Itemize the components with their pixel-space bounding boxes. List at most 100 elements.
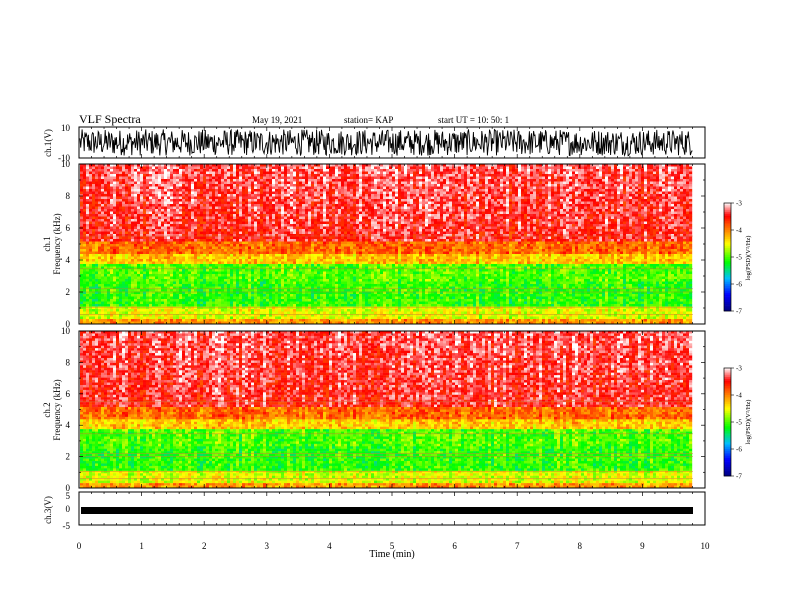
spectrogram-cell	[221, 241, 225, 245]
spectrogram-cell	[134, 214, 138, 217]
spectrogram-cell	[128, 186, 132, 190]
spectrogram-cell	[194, 179, 198, 182]
spectrogram-cell	[263, 261, 267, 265]
spectrogram-cell	[143, 174, 147, 177]
spectrogram-cell	[146, 261, 150, 265]
spectrogram-cell	[158, 166, 162, 170]
spectrogram-cell	[236, 236, 240, 240]
spectrogram-cell	[137, 266, 141, 270]
spectrogram-cell	[278, 294, 282, 297]
spectrogram-cell	[212, 236, 216, 240]
spectrogram-cell	[161, 179, 165, 182]
spectrogram-cell	[224, 206, 228, 210]
spectrogram-cell	[95, 319, 99, 322]
spectrogram-cell	[167, 171, 171, 175]
spectrogram-cell	[281, 211, 285, 215]
spectrogram-cell	[98, 204, 102, 207]
spectrogram-cell	[98, 179, 102, 182]
spectrogram-cell	[209, 201, 213, 205]
spectrogram-cell	[221, 206, 225, 210]
spectrogram-cell	[245, 251, 249, 255]
spectrogram-cell	[209, 179, 213, 182]
spectrogram-cell	[167, 219, 171, 222]
spectrogram-cell	[236, 201, 240, 205]
spectrogram-cell	[86, 301, 90, 305]
spectrogram-cell	[155, 276, 159, 280]
spectrogram-cell	[188, 234, 192, 237]
spectrogram-cell	[197, 314, 201, 317]
spectrogram-cell	[86, 241, 90, 245]
spectrogram-cell	[155, 279, 159, 282]
spectrogram-cell	[98, 171, 102, 175]
spectrogram-cell	[98, 166, 102, 170]
spectrogram-cell	[161, 281, 165, 285]
spectrogram-cell	[254, 279, 258, 282]
spectrogram-cell	[242, 291, 246, 295]
spectrogram-cell	[248, 219, 252, 222]
spectrogram-cell	[83, 226, 87, 230]
spectrogram-cell	[230, 199, 234, 202]
spectrogram-cell	[242, 216, 246, 220]
spectrogram-cell	[251, 319, 255, 322]
spectrogram-cell	[218, 179, 222, 182]
spectrogram-cell	[212, 304, 216, 307]
spectrogram-cell	[107, 274, 111, 277]
spectrogram-cell	[134, 294, 138, 297]
spectrogram-cell	[293, 256, 297, 260]
spectrogram-cell	[302, 274, 306, 277]
spectrogram-cell	[305, 179, 309, 182]
spectrogram-cell	[215, 254, 219, 257]
spectrogram-cell	[185, 314, 189, 317]
spectrogram-cell	[80, 271, 84, 275]
spectrogram-cell	[122, 214, 126, 217]
spectrogram-cell	[254, 294, 258, 297]
spectrogram-cell	[86, 319, 90, 322]
spectrogram-cell	[182, 289, 186, 292]
spectrogram-cell	[293, 199, 297, 202]
spectrogram-cell	[191, 244, 195, 247]
spectrogram-cell	[263, 229, 267, 232]
spectrogram-cell	[200, 164, 204, 167]
spectrogram-cell	[182, 234, 186, 237]
spectrogram-cell	[284, 296, 288, 300]
spectrogram-cell	[188, 211, 192, 215]
spectrogram-cell	[269, 204, 273, 207]
spectrogram-cell	[269, 276, 273, 280]
spectrogram-cell	[116, 254, 120, 257]
spectrogram-cell	[182, 296, 186, 300]
spectrogram-cell	[179, 174, 183, 177]
spectrogram-cell	[116, 279, 120, 282]
spectrogram-cell	[275, 239, 279, 242]
spectrogram-cell	[173, 274, 177, 277]
spectrogram-cell	[131, 229, 135, 232]
spectrogram-cell	[296, 304, 300, 307]
spectrogram-cell	[305, 274, 309, 277]
spectrogram-cell	[140, 306, 144, 310]
spectrogram-cell	[158, 174, 162, 177]
spectrogram-cell	[155, 294, 159, 297]
spectrogram-cell	[104, 254, 108, 257]
spectrogram-cell	[188, 176, 192, 180]
spectrogram-cell	[104, 289, 108, 292]
spectrogram-cell	[299, 266, 303, 270]
spectrogram-cell	[260, 311, 264, 315]
spectrogram-cell	[254, 181, 258, 185]
spectrogram-cell	[239, 319, 243, 322]
spectrogram-cell	[158, 319, 162, 322]
spectrogram-cell	[242, 179, 246, 182]
spectrogram-cell	[137, 199, 141, 202]
spectrogram-cell	[284, 249, 288, 252]
spectrogram-cell	[257, 276, 261, 280]
spectrogram-cell	[275, 279, 279, 282]
spectrogram-cell	[257, 169, 261, 172]
spectrogram-cell	[80, 196, 84, 200]
spectrogram-cell	[95, 186, 99, 190]
spectrogram-cell	[98, 314, 102, 317]
spectrogram-cell	[287, 204, 291, 207]
spectrogram-cell	[242, 269, 246, 272]
spectrogram-cell	[80, 304, 84, 307]
spectrogram-cell	[152, 241, 156, 245]
spectrogram-cell	[152, 311, 156, 315]
spectrogram-cell	[284, 301, 288, 305]
spectrogram-cell	[116, 169, 120, 172]
